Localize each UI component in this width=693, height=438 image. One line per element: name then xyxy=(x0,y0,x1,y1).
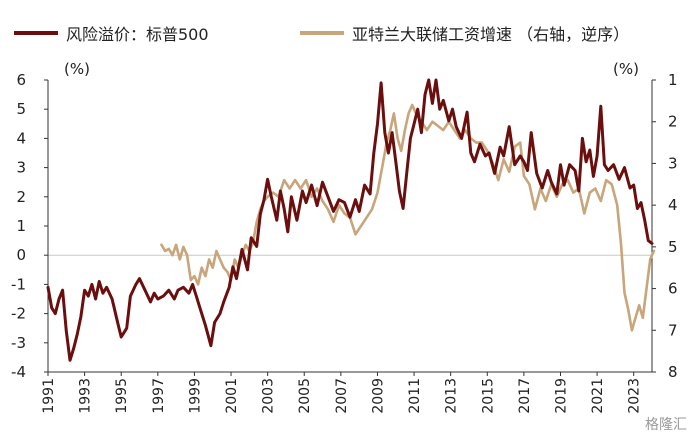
x-tick-label: 1995 xyxy=(114,378,130,414)
x-tick-label: 2001 xyxy=(224,378,240,414)
x-tick-label: 2019 xyxy=(553,378,569,414)
right-axis-unit: (%) xyxy=(613,60,639,78)
right-axis-tick-labels: 1 2 3 4 5 6 7 8 xyxy=(668,71,678,381)
left-tick-label: 0 xyxy=(16,246,26,264)
right-tick-label: 7 xyxy=(668,321,678,339)
x-tick-label: 1997 xyxy=(151,378,167,414)
x-tick-label: 2013 xyxy=(444,378,460,414)
legend-item-series2: 亚特兰大联储工资增速 （右轴，逆序） xyxy=(300,21,629,45)
legend-label-series1: 风险溢价：标普500 xyxy=(66,25,209,44)
series-line-wage-growth xyxy=(160,103,656,332)
left-tick-label: 6 xyxy=(16,71,26,89)
x-tick-label: 1993 xyxy=(78,378,94,414)
watermark: 格隆汇 xyxy=(645,417,687,433)
x-tick-label: 1999 xyxy=(187,378,203,414)
right-tick-label: 5 xyxy=(668,238,678,256)
left-axis-unit: (%) xyxy=(64,60,90,78)
axes xyxy=(44,79,656,376)
right-tick-label: 2 xyxy=(668,113,678,131)
x-tick-label: 2005 xyxy=(297,378,313,414)
left-tick-label: 5 xyxy=(16,100,26,118)
x-tick-label: 2015 xyxy=(480,378,496,414)
right-tick-label: 3 xyxy=(668,154,678,172)
x-tick-label: 1991 xyxy=(41,378,57,414)
right-tick-label: 4 xyxy=(668,196,678,214)
x-axis-tick-labels: 1991 1993 1995 1997 1999 2001 2003 2005 2007 2009… xyxy=(41,378,643,414)
left-tick-label: 4 xyxy=(16,129,26,147)
legend-swatch-series2 xyxy=(300,31,344,35)
x-tick-label: 2007 xyxy=(334,378,350,414)
x-tick-label: 2011 xyxy=(407,378,423,414)
right-tick-label: 6 xyxy=(668,280,678,298)
x-tick-label: 2017 xyxy=(517,378,533,414)
left-tick-label: 3 xyxy=(16,159,26,177)
x-tick-label: 2003 xyxy=(261,378,277,414)
left-axis-tick-labels: -4 -3 -2 -1 0 1 2 3 4 5 6 xyxy=(11,71,26,381)
legend-item-series1: 风险溢价：标普500 xyxy=(14,21,209,45)
x-tick-label: 2021 xyxy=(590,378,606,414)
legend-swatch-series1 xyxy=(14,31,58,35)
left-tick-label: -2 xyxy=(11,305,26,323)
x-tick-label: 2023 xyxy=(627,378,643,414)
right-tick-label: 8 xyxy=(668,363,678,381)
left-tick-label: -3 xyxy=(11,334,26,352)
left-tick-label: -4 xyxy=(11,363,26,381)
left-tick-label: 1 xyxy=(16,217,26,235)
series-line-risk-premium xyxy=(46,78,654,362)
left-tick-label: -1 xyxy=(11,275,26,293)
right-tick-label: 1 xyxy=(668,71,678,89)
legend-label-series2: 亚特兰大联储工资增速 （右轴，逆序） xyxy=(352,25,630,44)
left-tick-label: 2 xyxy=(16,188,26,206)
x-tick-label: 2009 xyxy=(370,378,386,414)
series-lines xyxy=(46,78,656,362)
